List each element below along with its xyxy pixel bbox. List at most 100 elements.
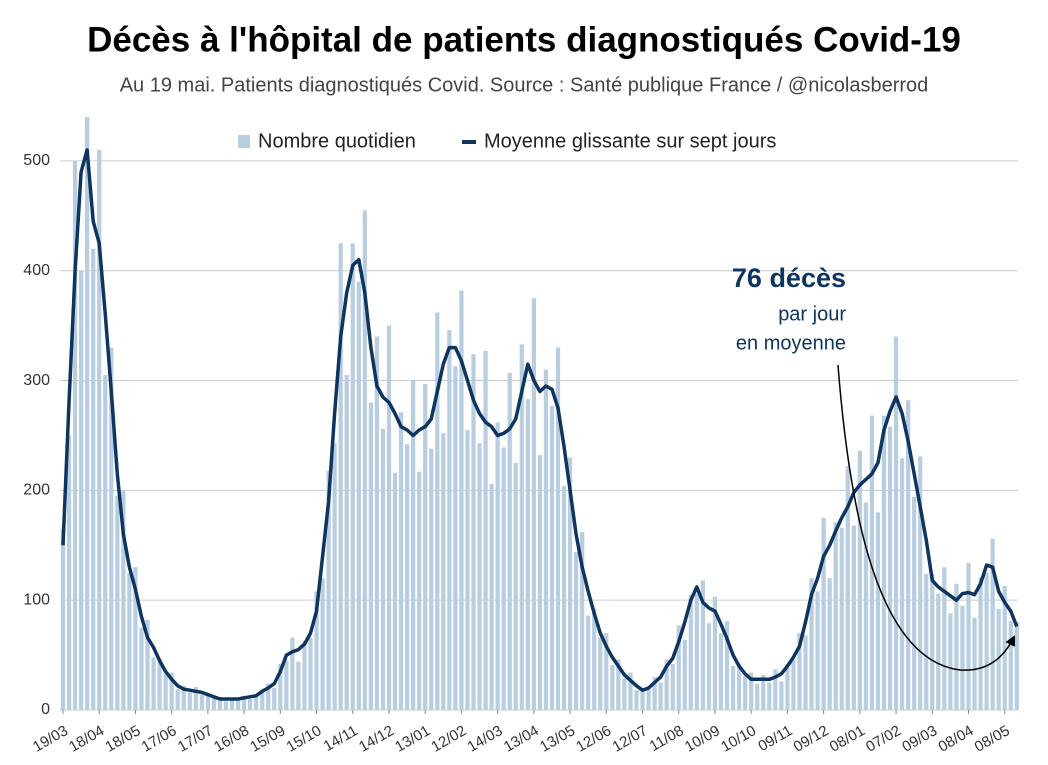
- x-tick-label: 10/09: [682, 722, 723, 755]
- bar: [91, 248, 96, 710]
- bar: [72, 160, 78, 711]
- bar: [145, 619, 150, 710]
- bar: [193, 686, 198, 710]
- x-tick-label: 17/06: [139, 722, 180, 755]
- bar: [712, 596, 718, 710]
- bar: [930, 573, 935, 710]
- bar: [634, 690, 639, 710]
- bar: [839, 527, 844, 710]
- bar: [362, 210, 367, 710]
- bar: [1008, 621, 1013, 710]
- annotation-text: par jour: [778, 303, 846, 325]
- bar: [954, 583, 959, 710]
- bar: [537, 455, 543, 710]
- bar: [1002, 585, 1007, 710]
- x-tick-label: 08/05: [972, 722, 1013, 755]
- bar: [507, 372, 512, 710]
- bar: [567, 457, 573, 710]
- bar: [417, 471, 422, 710]
- bar: [350, 243, 355, 711]
- bar: [622, 678, 627, 710]
- bar: [809, 578, 814, 710]
- x-tick-label: 12/06: [573, 722, 614, 755]
- bar: [260, 692, 265, 710]
- bar: [199, 694, 204, 710]
- bar: [211, 697, 217, 710]
- bar: [996, 608, 1001, 710]
- bar: [223, 701, 229, 710]
- bar: [863, 502, 868, 710]
- bar: [688, 594, 693, 710]
- bar: [513, 462, 518, 710]
- x-tick-label: 13/04: [501, 722, 542, 755]
- bar: [749, 672, 754, 710]
- bar: [779, 681, 784, 710]
- bar: [133, 567, 138, 710]
- x-tick-label: 18/04: [66, 722, 107, 755]
- bar: [217, 696, 223, 710]
- bar: [767, 682, 772, 710]
- bar: [205, 693, 210, 710]
- bar: [706, 623, 712, 710]
- legend-swatch: [238, 135, 250, 148]
- bar: [803, 635, 808, 710]
- bar: [984, 572, 989, 710]
- bar: [743, 675, 748, 710]
- bar: [489, 483, 494, 710]
- bar: [302, 640, 307, 710]
- bar: [284, 660, 289, 710]
- bar: [821, 517, 826, 710]
- chart-title: Décès à l'hôpital de patients diagnostiq…: [87, 20, 961, 59]
- bar: [235, 700, 241, 710]
- bar: [435, 312, 440, 710]
- bar: [887, 426, 893, 710]
- lines: [61, 148, 1019, 701]
- bar: [640, 689, 645, 710]
- bar: [978, 577, 983, 710]
- annotation-arrow: [837, 364, 1015, 671]
- bar: [109, 347, 114, 710]
- bar: [326, 470, 331, 710]
- bar: [296, 661, 301, 710]
- bar: [972, 617, 977, 710]
- bar: [272, 688, 277, 710]
- bar: [815, 591, 820, 710]
- bar: [344, 375, 349, 710]
- bar: [157, 658, 162, 710]
- bar: [652, 677, 657, 710]
- x-tick-label: 14/12: [356, 722, 397, 755]
- x-tick-label: 15/09: [247, 722, 288, 755]
- bar: [139, 627, 144, 710]
- bar: [833, 522, 838, 710]
- bar: [942, 567, 947, 710]
- bar: [682, 639, 687, 710]
- x-tick-label: 19/03: [30, 722, 71, 755]
- bar: [670, 663, 675, 710]
- bar: [103, 375, 108, 710]
- bar: [718, 633, 724, 710]
- bar: [610, 664, 615, 710]
- x-tick-label: 12/07: [609, 722, 650, 755]
- bar: [549, 405, 555, 710]
- bar: [531, 298, 536, 710]
- bar: [724, 621, 730, 710]
- bar: [453, 366, 458, 710]
- bar: [380, 428, 386, 710]
- x-tick-label: 14/11: [321, 722, 361, 755]
- x-tick-label: 07/02: [863, 722, 904, 755]
- bar: [66, 435, 72, 710]
- bar: [290, 637, 295, 710]
- bar: [266, 683, 271, 710]
- bar: [519, 344, 524, 710]
- x-tick-label: 09/12: [791, 722, 832, 755]
- bar: [127, 572, 132, 710]
- bar: [525, 399, 530, 710]
- bar: [912, 496, 917, 710]
- y-tick-label: 300: [23, 372, 50, 389]
- legend-label: Nombre quotidien: [258, 130, 416, 152]
- bar: [338, 243, 343, 711]
- bar: [736, 663, 742, 710]
- bar: [392, 472, 398, 710]
- bar: [495, 422, 500, 710]
- bar: [592, 608, 597, 710]
